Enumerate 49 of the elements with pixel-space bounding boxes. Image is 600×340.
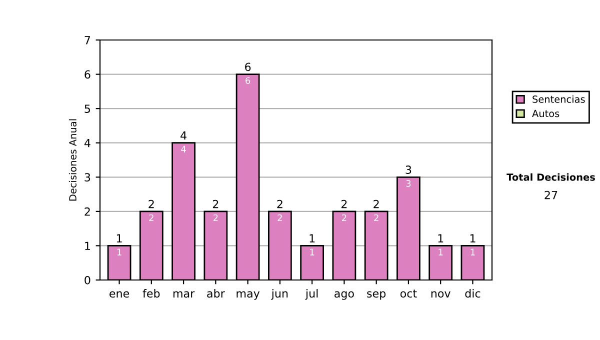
total-label: 2: [148, 200, 154, 208]
text: Total Decisiones: [506, 173, 595, 181]
x-tick-label: sep: [367, 291, 386, 300]
total-label: 1: [438, 234, 444, 242]
x-tick-label: ago: [334, 291, 354, 300]
y-tick-label: 1: [85, 242, 90, 250]
x-tick-label: nov: [431, 291, 450, 298]
data-label: 1: [438, 248, 443, 256]
y-tick-label: 4: [84, 138, 90, 148]
data-label: 2: [342, 214, 346, 222]
data-label: 4: [181, 146, 186, 152]
x-tick-label: jun: [271, 289, 288, 300]
x-tick-label: feb: [142, 289, 160, 298]
total-label: 1: [116, 234, 122, 242]
data-label: 2: [149, 214, 154, 222]
y-axis-title: Decisiones Anual: [68, 119, 76, 201]
y-tick-label: 0: [84, 276, 90, 284]
x-tick-label: dic: [465, 289, 480, 298]
data-label: 1: [117, 248, 122, 256]
x-tick-label: may: [236, 291, 260, 300]
total-label: 1: [470, 234, 476, 242]
y-tick-label: 7: [84, 36, 90, 44]
data-label: 1: [310, 248, 314, 256]
text: 27: [544, 190, 558, 200]
y-tick-label: 3: [84, 173, 90, 182]
total-label: 4: [180, 131, 186, 140]
legend-label: Sentencias: [532, 95, 585, 103]
y-tick-label: 6: [84, 70, 90, 79]
total-label: 2: [341, 200, 347, 208]
y-tick-label: 5: [84, 104, 90, 113]
data-label: 1: [470, 248, 475, 256]
y-tick-label: 2: [84, 207, 90, 216]
data-label: 2: [213, 214, 218, 222]
total-label: 6: [245, 62, 251, 72]
data-label: 2: [374, 214, 378, 222]
total-label: 2: [212, 200, 218, 208]
x-tick-label: oct: [400, 290, 417, 298]
data-label: 6: [246, 77, 250, 84]
total-label: 3: [406, 166, 412, 174]
x-tick-label: mar: [173, 291, 195, 298]
total-label: 2: [374, 200, 379, 208]
legend-label: Autos: [532, 110, 560, 118]
total-label: 1: [310, 234, 315, 242]
x-tick-label: jul: [305, 289, 318, 300]
total-label: 2: [277, 200, 282, 208]
data-label: 2: [278, 214, 282, 222]
x-tick-label: ene: [110, 291, 130, 298]
x-tick-label: abr: [207, 289, 225, 298]
data-label: 3: [406, 180, 411, 187]
